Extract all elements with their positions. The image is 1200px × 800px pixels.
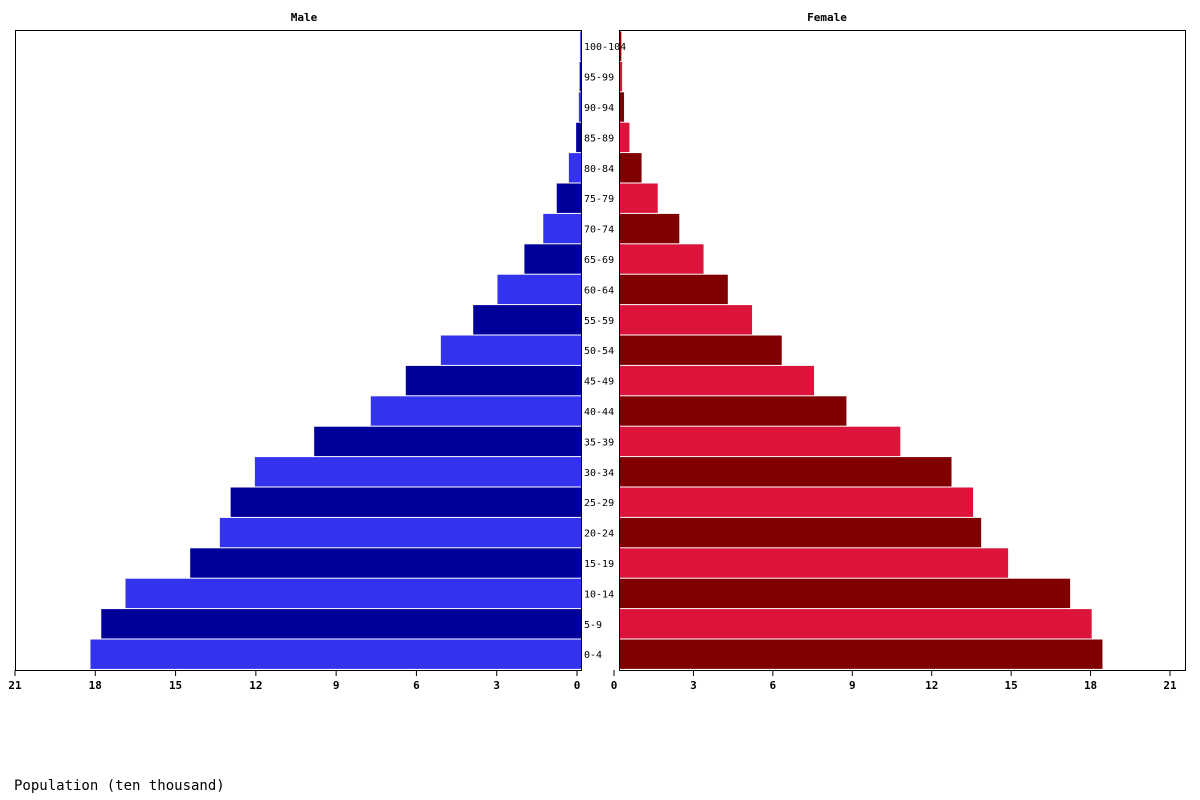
male-bar-0-4 <box>90 639 581 669</box>
age-label-70-74: 70-74 <box>584 225 614 236</box>
female-tick-label-21: 21 <box>1163 679 1177 692</box>
female-panel-title: Female <box>807 11 847 24</box>
male-bar-100-104 <box>580 31 581 61</box>
female-tick-label-6: 6 <box>770 679 777 692</box>
age-label-45-49: 45-49 <box>584 377 614 388</box>
age-label-10-14: 10-14 <box>584 589 614 600</box>
age-label-65-69: 65-69 <box>584 255 614 266</box>
male-bar-20-24 <box>219 517 582 548</box>
male-bar-35-39 <box>314 426 581 457</box>
female-bar-25-29 <box>620 487 974 517</box>
female-tick-label-3: 3 <box>690 679 697 692</box>
male-bar-60-64 <box>497 274 581 305</box>
female-bar-40-44 <box>620 396 847 426</box>
age-label-20-24: 20-24 <box>584 529 614 540</box>
female-plot-frame <box>619 30 1186 671</box>
male-bar-80-84 <box>568 153 581 183</box>
female-bar-5-9 <box>620 609 1092 639</box>
female-bar-15-19 <box>620 548 1009 578</box>
male-bar-65-69 <box>524 244 581 274</box>
female-bar-20-24 <box>620 517 982 548</box>
male-bar-40-44 <box>370 396 581 426</box>
age-label-35-39: 35-39 <box>584 437 614 448</box>
female-tick-label-12: 12 <box>925 679 938 692</box>
male-bar-10-14 <box>125 578 581 609</box>
female-bar-30-34 <box>620 457 952 487</box>
female-bar-90-94 <box>620 92 625 122</box>
male-bar-75-79 <box>556 183 581 213</box>
female-bar-100-104 <box>620 31 622 61</box>
age-label-25-29: 25-29 <box>584 498 614 509</box>
female-bar-75-79 <box>620 183 658 213</box>
female-bar-70-74 <box>620 213 680 244</box>
age-label-5-9: 5-9 <box>584 620 602 631</box>
female-bar-50-54 <box>620 335 782 365</box>
female-tick-label-15: 15 <box>1005 679 1018 692</box>
male-tick-label-9: 9 <box>333 679 340 692</box>
female-tick-label-9: 9 <box>849 679 856 692</box>
female-bars-group <box>620 31 1103 669</box>
age-label-0-4: 0-4 <box>584 650 602 661</box>
female-bar-55-59 <box>620 305 753 335</box>
age-label-60-64: 60-64 <box>584 285 614 296</box>
male-bar-70-74 <box>543 213 581 244</box>
age-label-100-104: 100-104 <box>584 42 626 53</box>
male-bar-85-89 <box>576 122 581 153</box>
female-bar-60-64 <box>620 274 728 305</box>
male-tick-label-0: 0 <box>574 679 581 692</box>
male-bar-15-19 <box>190 548 581 578</box>
female-bar-95-99 <box>620 61 623 92</box>
age-label-85-89: 85-89 <box>584 133 614 144</box>
male-bar-50-54 <box>440 335 581 365</box>
male-bar-30-34 <box>254 457 581 487</box>
age-label-50-54: 50-54 <box>584 346 614 357</box>
female-tick-label-0: 0 <box>611 679 618 692</box>
male-bar-5-9 <box>101 609 581 639</box>
male-bar-90-94 <box>578 92 581 122</box>
female-bar-35-39 <box>620 426 901 457</box>
female-axis-ticks: 0 3 6 9 12 15 18 21 <box>611 670 1177 692</box>
male-bar-55-59 <box>473 305 581 335</box>
male-bar-25-29 <box>230 487 581 517</box>
age-label-30-34: 30-34 <box>584 468 614 479</box>
female-bar-85-89 <box>620 122 630 153</box>
female-bar-65-69 <box>620 244 704 274</box>
age-label-40-44: 40-44 <box>584 407 614 418</box>
male-panel-title: Male <box>291 11 318 24</box>
male-tick-label-6: 6 <box>413 679 420 692</box>
age-label-15-19: 15-19 <box>584 559 614 570</box>
male-bar-95-99 <box>579 61 581 92</box>
female-bar-45-49 <box>620 365 815 396</box>
male-tick-label-15: 15 <box>169 679 182 692</box>
age-label-90-94: 90-94 <box>584 103 614 114</box>
male-tick-label-12: 12 <box>249 679 262 692</box>
male-tick-label-3: 3 <box>493 679 500 692</box>
female-tick-label-18: 18 <box>1084 679 1097 692</box>
male-bar-45-49 <box>405 365 581 396</box>
male-bars-group <box>90 31 582 669</box>
female-bar-10-14 <box>620 578 1071 609</box>
female-bar-80-84 <box>620 153 642 183</box>
age-label-55-59: 55-59 <box>584 316 614 327</box>
age-label-80-84: 80-84 <box>584 164 614 175</box>
age-label-75-79: 75-79 <box>584 194 614 205</box>
female-bar-0-4 <box>620 639 1103 669</box>
male-plot-frame <box>15 30 582 671</box>
male-axis-ticks: 0 3 6 9 12 15 18 21 <box>8 670 580 692</box>
x-axis-label: Population (ten thousand) <box>14 778 225 794</box>
male-tick-label-21: 21 <box>8 679 22 692</box>
age-label-95-99: 95-99 <box>584 73 614 84</box>
age-labels-group: 0-4 5-9 10-14 15-19 20-24 25-29 30-34 35-39 40-4… <box>584 42 626 661</box>
male-tick-label-18: 18 <box>89 679 102 692</box>
